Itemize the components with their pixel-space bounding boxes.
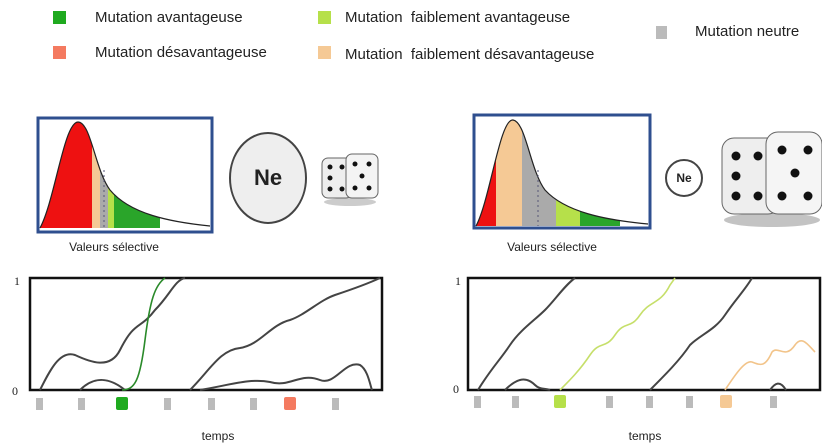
distribution-right: Valeurs sélective: [472, 113, 652, 254]
distribution-left: Valeurs sélective: [36, 116, 214, 254]
axis-label: 0: [12, 384, 18, 398]
legend-label: Mutation neutre: [695, 23, 799, 40]
trajectory-panel-left: 1 0 temps: [12, 274, 384, 443]
legend-label: Mutation désavantageuse: [95, 44, 267, 61]
mutation-markers: [36, 397, 339, 410]
ne-label: Ne: [254, 165, 282, 190]
legend-swatch: [53, 11, 66, 24]
legend-label: Mutation avantageuse: [95, 9, 243, 26]
legend-swatch: [53, 46, 66, 59]
axis-label: 0: [453, 382, 459, 396]
legend-swatch: [318, 46, 331, 59]
dice-small: [321, 153, 379, 206]
legend-label: Mutation faiblement avantageuse: [345, 9, 570, 26]
legend-label: Mutation faiblement désavantageuse: [345, 46, 594, 63]
axis-label: 1: [455, 274, 461, 288]
trajectory-panel-right: 1 0 temps: [453, 274, 822, 443]
legend-swatch: [656, 26, 667, 39]
ne-label: Ne: [676, 171, 692, 185]
ne-circle: [665, 159, 703, 197]
x-axis-label: temps: [202, 429, 235, 443]
axis-label: 1: [14, 274, 20, 288]
distribution-label: Valeurs sélective: [69, 240, 159, 254]
dice-large: [721, 131, 822, 227]
mutation-markers: [474, 395, 777, 408]
legend-swatch: [318, 11, 331, 24]
ne-circle: [229, 132, 307, 224]
x-axis-label: temps: [629, 429, 662, 443]
distribution-label: Valeurs sélective: [507, 240, 597, 254]
legend: Mutation avantageuse Mutation désavantag…: [53, 9, 799, 63]
